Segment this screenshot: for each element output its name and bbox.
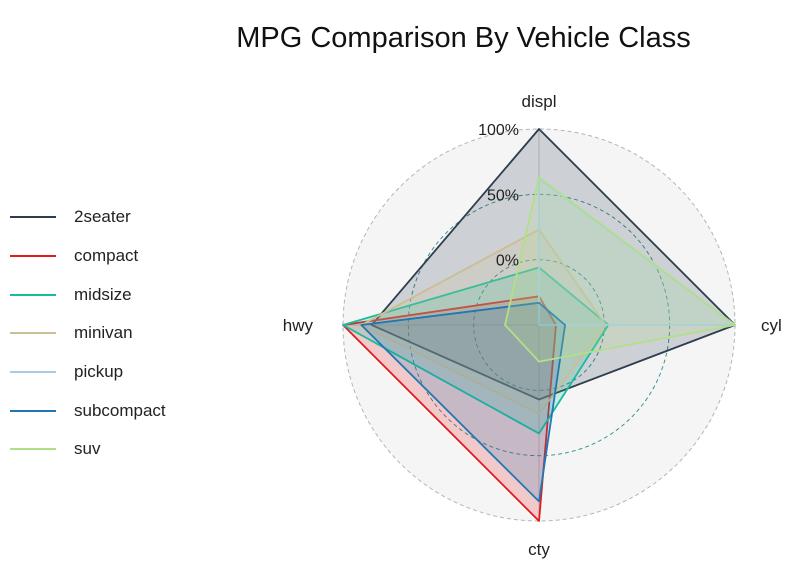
legend-item-minivan: minivan [10,314,166,353]
axis-label-cty: cty [528,540,550,559]
legend-swatch [10,255,56,258]
legend-swatch [10,332,56,335]
series-polygon-minivan [360,228,607,415]
axis-label-hwy: hwy [283,316,314,335]
legend-label: minivan [74,323,133,343]
legend-label: subcompact [74,400,166,420]
legend-swatch [10,293,56,296]
legend-item-compact: compact [10,237,166,276]
radar-labels: 0% 50% 100%displ cyl cty hwy [283,92,782,559]
legend-swatch [10,409,56,412]
legend-item-2seater: 2seater [10,198,166,237]
legend-label: suv [74,439,101,459]
grid-label: 50% [487,187,519,204]
legend-label: pickup [74,362,124,382]
chart-title: MPG Comparison By Vehicle Class [236,22,691,54]
legend-swatch [10,371,56,374]
legend-swatch [10,216,56,219]
grid-label: 100% [478,122,519,139]
axis-label-displ: displ [522,92,557,111]
legend-label: 2seater [74,207,131,227]
legend-swatch [10,448,56,451]
series-polygon-subcompact [360,301,566,503]
grid-label: 0% [496,253,519,270]
legend-label: compact [74,246,139,266]
radar-series [342,128,736,522]
series-polygon-2seater [370,128,736,401]
legend-item-pickup: pickup [10,353,166,392]
legend-item-subcompact: subcompact [10,391,166,430]
legend-item-suv: suv [10,430,166,469]
axis-label-cyl: cyl [761,316,782,335]
legend-item-midsize: midsize [10,275,166,314]
series-polygon-midsize [342,266,610,435]
series-polygon-suv [504,176,736,363]
legend: 2seater compact midsize minivan pickup subcom… [10,198,166,469]
legend-label: midsize [74,284,132,304]
